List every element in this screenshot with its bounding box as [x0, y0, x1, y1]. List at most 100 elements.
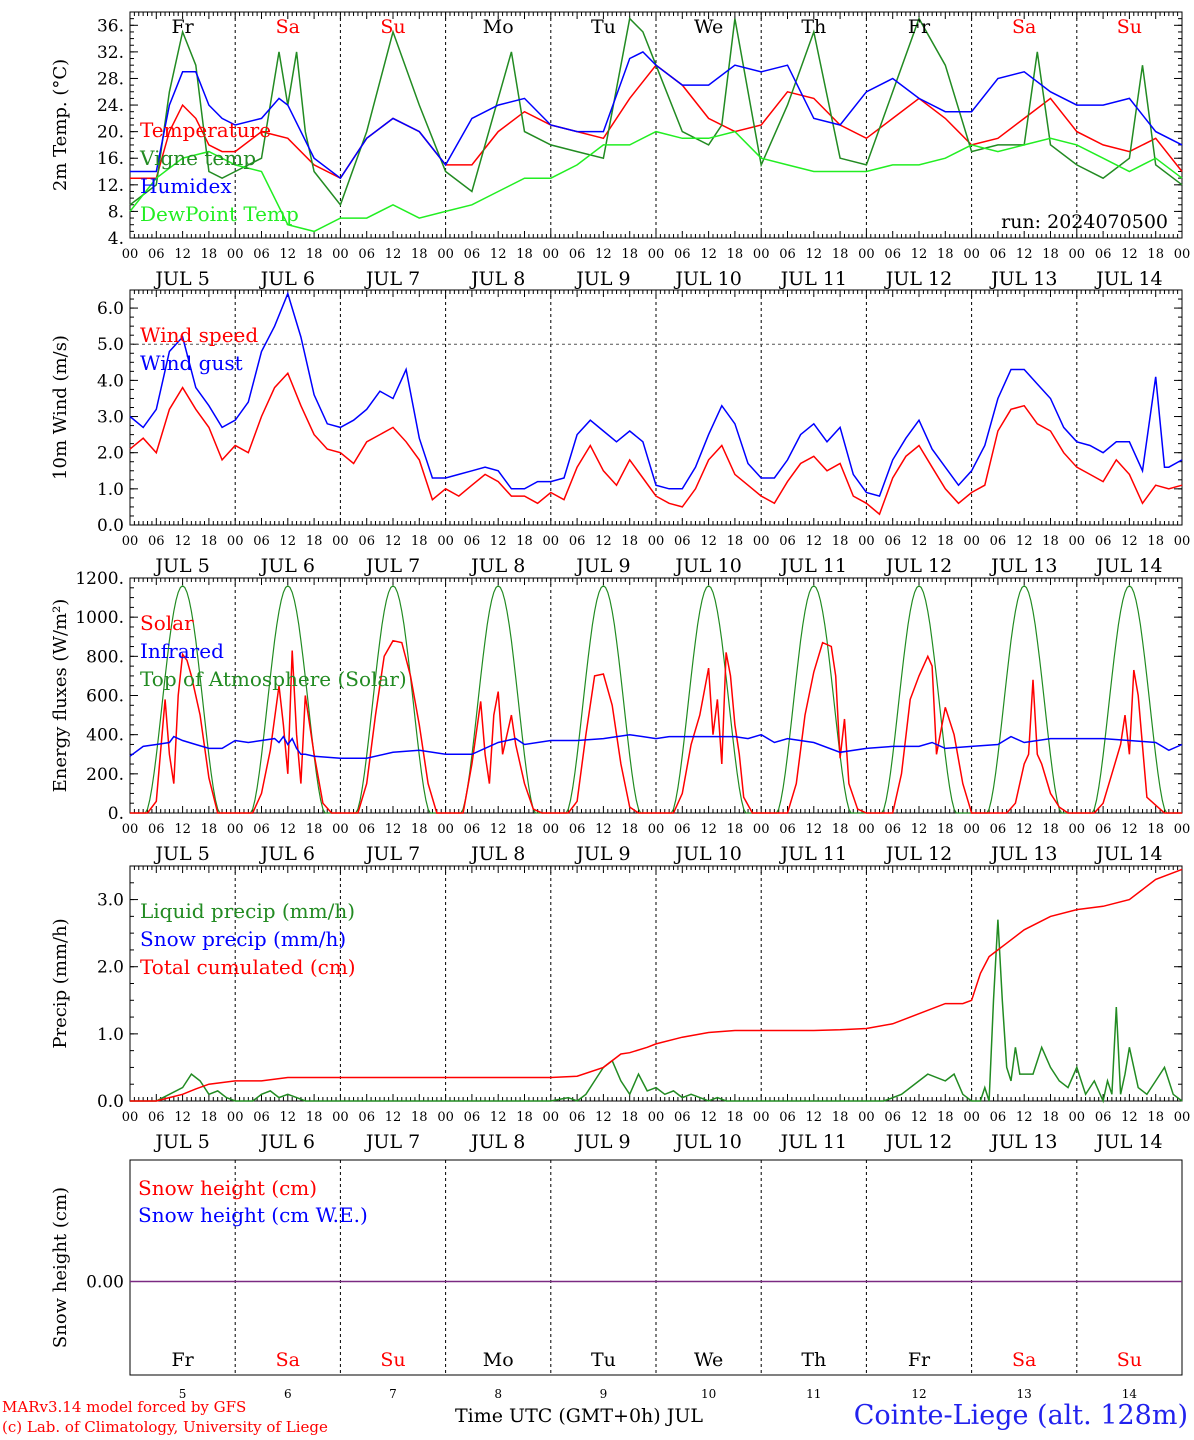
x-date-label: JUL 5: [153, 1131, 209, 1153]
y-tick-label: 200.: [86, 765, 124, 785]
x-date-label: JUL 12: [884, 268, 952, 290]
x-hour-label: 18: [727, 1110, 744, 1125]
x-hour-label: 12: [595, 247, 612, 262]
day-number: 6: [284, 1387, 292, 1401]
x-hour-label: 00: [437, 1110, 454, 1125]
station-label: Cointe-Liege (alt. 128m): [853, 1400, 1188, 1431]
x-hour-label: 06: [779, 534, 796, 549]
x-date-label: JUL 7: [364, 843, 420, 865]
day-name-bottom: Mo: [483, 1349, 514, 1371]
day-name-top: We: [694, 16, 723, 38]
y-tick-label: 32.: [97, 43, 124, 63]
x-hour-label: 18: [832, 1110, 849, 1125]
x-hour-label: 18: [727, 822, 744, 837]
x-hour-label: 06: [884, 1110, 901, 1125]
x-hour-label: 18: [201, 822, 218, 837]
y-axis-label: Precip (mm/h): [50, 918, 71, 1048]
day-number: 9: [600, 1387, 608, 1401]
legend-entry: Humidex: [140, 174, 232, 198]
x-hour-label: 06: [358, 247, 375, 262]
x-hour-label: 12: [1016, 247, 1033, 262]
series-line-solar: [130, 639, 1182, 814]
x-hour-label: 00: [858, 247, 875, 262]
legend-entry: Total cumulated (cm): [140, 955, 356, 979]
x-hour-label: 00: [1069, 822, 1086, 837]
x-hour-label: 18: [516, 247, 533, 262]
x-date-label: JUL 5: [153, 843, 209, 865]
x-hour-label: 12: [806, 534, 823, 549]
x-hour-label: 18: [621, 822, 638, 837]
x-hour-label: 06: [674, 1110, 691, 1125]
day-name-bottom: Sa: [276, 1349, 300, 1371]
x-hour-label: 00: [963, 822, 980, 837]
x-hour-label: 06: [464, 1110, 481, 1125]
day-number: 13: [1017, 1387, 1032, 1401]
day-name-bottom: Su: [380, 1349, 405, 1371]
x-date-label: JUL 11: [779, 1131, 847, 1153]
y-axis-label: Energy fluxes (W/m²): [50, 599, 71, 793]
legend-entry: Solar: [140, 611, 194, 635]
x-date-label: JUL 11: [779, 555, 847, 577]
x-date-label: JUL 6: [259, 268, 315, 290]
x-hour-label: 06: [1095, 1110, 1112, 1125]
day-number: 7: [389, 1387, 397, 1401]
y-tick-label: 20.: [97, 123, 124, 143]
x-hour-label: 06: [148, 822, 165, 837]
y-axis-label: 10m Wind (m/s): [50, 335, 71, 480]
x-hour-label: 00: [1069, 534, 1086, 549]
x-hour-label: 00: [543, 822, 560, 837]
x-hour-label: 06: [1095, 247, 1112, 262]
series-line-liquid-precip-mm-h: [130, 919, 1183, 1104]
x-hour-label: 18: [1147, 534, 1164, 549]
x-hour-label: 18: [621, 1110, 638, 1125]
y-tick-label: 1.0: [97, 1025, 124, 1045]
x-hour-label: 18: [201, 1110, 218, 1125]
x-hour-label: 12: [174, 1110, 191, 1125]
x-date-label: JUL 5: [153, 555, 209, 577]
series-line-humidex: [130, 50, 1183, 180]
x-hour-label: 06: [569, 1110, 586, 1125]
day-name-bottom: Fr: [908, 1349, 931, 1371]
x-date-label: JUL 14: [1094, 555, 1162, 577]
x-hour-label: 00: [648, 534, 665, 549]
x-hour-label: 00: [1069, 1110, 1086, 1125]
x-hour-label: 18: [411, 1110, 428, 1125]
x-hour-label: 18: [306, 822, 323, 837]
x-date-label: JUL 9: [574, 268, 630, 290]
x-date-label: JUL 13: [989, 555, 1057, 577]
x-hour-label: 00: [543, 1110, 560, 1125]
x-hour-label: 12: [595, 534, 612, 549]
x-hour-label: 06: [358, 822, 375, 837]
x-hour-label: 00: [122, 822, 139, 837]
x-hour-label: 06: [464, 822, 481, 837]
x-hour-label: 00: [648, 247, 665, 262]
x-hour-label: 00: [437, 534, 454, 549]
day-name-bottom: Sa: [1012, 1349, 1036, 1371]
x-hour-label: 00: [1174, 534, 1191, 549]
x-hour-label: 18: [306, 534, 323, 549]
x-hour-label: 18: [832, 247, 849, 262]
x-hour-label: 06: [674, 534, 691, 549]
x-hour-label: 12: [280, 822, 297, 837]
x-hour-label: 00: [1174, 247, 1191, 262]
x-hour-label: 18: [306, 1110, 323, 1125]
y-tick-label: 16.: [97, 149, 124, 169]
run-label: run: 2024070500: [1001, 211, 1168, 233]
x-hour-label: 06: [779, 1110, 796, 1125]
x-hour-label: 12: [1016, 822, 1033, 837]
x-hour-label: 06: [358, 1110, 375, 1125]
x-hour-label: 12: [280, 1110, 297, 1125]
x-hour-label: 00: [648, 822, 665, 837]
x-hour-label: 06: [464, 534, 481, 549]
x-hour-label: 18: [832, 822, 849, 837]
x-hour-label: 06: [253, 822, 270, 837]
x-hour-label: 00: [543, 534, 560, 549]
y-tick-label: 1000.: [75, 608, 124, 628]
day-name-top: Su: [1117, 16, 1142, 38]
y-tick-label: 4.: [108, 229, 124, 249]
day-name-top: Su: [380, 16, 405, 38]
x-date-label: JUL 14: [1094, 843, 1162, 865]
x-hour-label: 18: [516, 1110, 533, 1125]
x-date-label: JUL 7: [364, 268, 420, 290]
series-line-vigne-temp: [129, 16, 1183, 207]
